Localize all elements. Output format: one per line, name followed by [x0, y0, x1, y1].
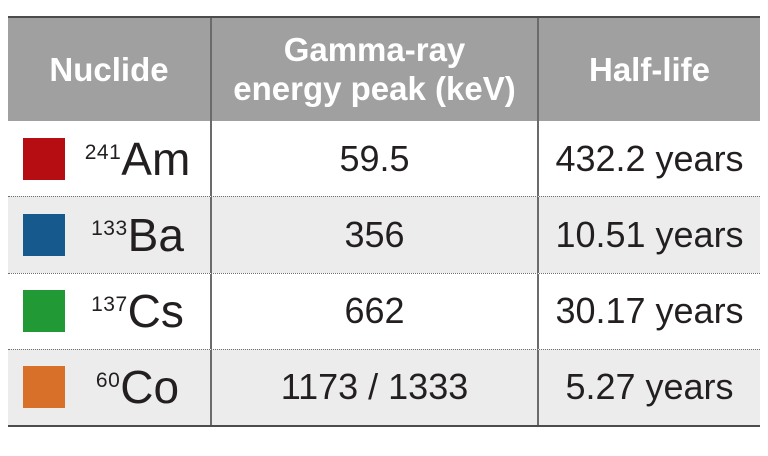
color-swatch	[23, 137, 65, 180]
half-life-value: 432.2 years	[555, 137, 744, 179]
energy-cell: 59.5	[210, 121, 537, 197]
half-life-value: 30.17 years	[555, 290, 744, 332]
table-row-cs137: 137Cs 662 30.17 years	[8, 272, 760, 349]
header-energy-line1: Gamma-ray	[283, 30, 466, 68]
header-energy: Gamma-ray energy peak (keV)	[210, 18, 537, 121]
half-life-value: 10.51 years	[555, 213, 744, 255]
half-life-cell: 5.27 years	[537, 349, 760, 425]
energy-cell: 662	[210, 273, 537, 349]
nuclide-label: 60Co	[65, 360, 210, 414]
color-swatch	[23, 290, 65, 333]
nuclide-label: 241Am	[65, 132, 210, 186]
energy-value: 662	[344, 290, 405, 332]
mass-superscript: 137	[91, 293, 128, 317]
header-energy-line2: energy peak (keV)	[233, 69, 516, 107]
mass-superscript: 241	[84, 140, 122, 164]
color-swatch	[23, 213, 65, 256]
energy-cell: 356	[210, 197, 537, 273]
mass-superscript: 133	[91, 216, 128, 240]
element-symbol: Co	[120, 361, 180, 414]
nuclide-label: 137Cs	[65, 284, 210, 338]
nuclide-cell: 60Co	[8, 350, 210, 425]
nuclide-cell: 137Cs	[8, 274, 210, 349]
table-header-row: Nuclide Gamma-ray energy peak (keV) Half…	[8, 18, 760, 121]
nuclide-table: Nuclide Gamma-ray energy peak (keV) Half…	[8, 16, 760, 427]
header-nuclide: Nuclide	[8, 18, 210, 121]
half-life-value: 5.27 years	[565, 366, 734, 408]
mass-superscript: 60	[95, 369, 121, 393]
energy-value: 1173 / 1333	[280, 366, 469, 408]
energy-value: 356	[344, 213, 405, 255]
header-half-life: Half-life	[537, 18, 760, 121]
table-row-am241: 241Am 59.5 432.2 years	[8, 121, 760, 197]
nuclide-label: 133Ba	[65, 208, 210, 262]
element-symbol: Cs	[127, 285, 184, 338]
half-life-cell: 10.51 years	[537, 197, 760, 273]
half-life-cell: 30.17 years	[537, 273, 760, 349]
nuclide-cell: 133Ba	[8, 197, 210, 272]
element-symbol: Ba	[127, 208, 184, 261]
table-row-ba133: 133Ba 356 10.51 years	[8, 196, 760, 273]
element-symbol: Am	[121, 132, 191, 185]
nuclide-cell: 241Am	[8, 121, 210, 196]
header-energy-label: Gamma-ray energy peak (keV)	[233, 31, 515, 109]
table-row-co60: 60Co 1173 / 1333 5.27 years	[8, 348, 760, 425]
header-half-life-label: Half-life	[588, 50, 710, 88]
header-nuclide-label: Nuclide	[49, 50, 169, 88]
energy-cell: 1173 / 1333	[210, 349, 537, 425]
color-swatch	[23, 366, 65, 409]
half-life-cell: 432.2 years	[537, 121, 760, 197]
energy-value: 59.5	[339, 137, 410, 179]
